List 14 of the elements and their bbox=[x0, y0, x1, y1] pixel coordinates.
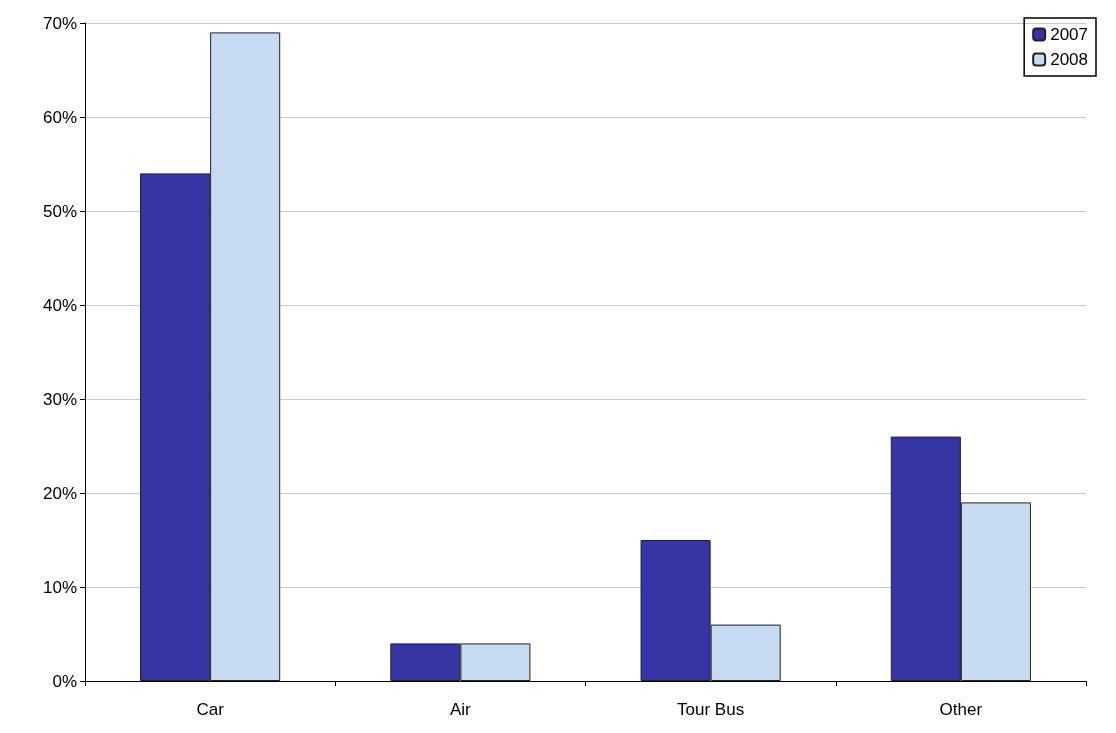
y-tick-label: 30% bbox=[42, 389, 77, 409]
y-tick-label: 10% bbox=[42, 577, 77, 597]
y-tick-label: 60% bbox=[42, 107, 77, 127]
x-tick-label: Air bbox=[449, 700, 472, 719]
y-tick-label: 20% bbox=[42, 483, 77, 503]
y-tick-label: 70% bbox=[42, 13, 77, 33]
x-tick-label: Car bbox=[196, 700, 225, 719]
x-tick-label: Other bbox=[939, 700, 983, 719]
y-tick-label: 0% bbox=[52, 671, 77, 691]
y-tick-label: 40% bbox=[42, 295, 77, 315]
y-tick-label: 50% bbox=[42, 201, 77, 221]
x-tick-label: Tour Bus bbox=[677, 700, 745, 719]
legend-label: 2008 bbox=[1050, 50, 1089, 69]
legend-label: 2007 bbox=[1050, 25, 1089, 44]
